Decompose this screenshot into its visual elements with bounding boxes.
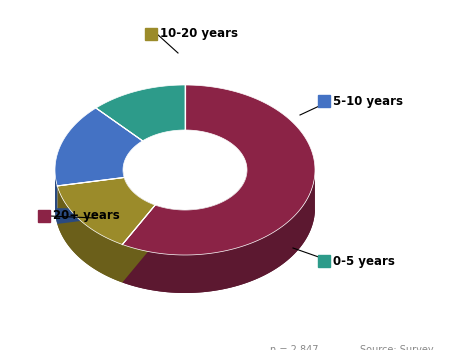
Polygon shape	[122, 172, 314, 293]
Polygon shape	[122, 85, 314, 255]
Bar	[38, 210, 50, 222]
Polygon shape	[57, 186, 122, 282]
Polygon shape	[55, 170, 57, 224]
Text: Source: Survey: Source: Survey	[359, 345, 433, 350]
Text: 20+ years: 20+ years	[53, 210, 119, 223]
Bar	[317, 95, 329, 107]
Bar	[145, 28, 157, 40]
Polygon shape	[155, 171, 246, 248]
Polygon shape	[55, 208, 124, 224]
Text: 10-20 years: 10-20 years	[160, 28, 237, 41]
Polygon shape	[55, 108, 142, 186]
Polygon shape	[96, 85, 185, 141]
Polygon shape	[124, 177, 155, 243]
Text: n = 2,847: n = 2,847	[269, 345, 318, 350]
Polygon shape	[57, 177, 155, 245]
Polygon shape	[123, 170, 124, 216]
Polygon shape	[122, 209, 314, 293]
Polygon shape	[57, 216, 155, 282]
Text: 0-5 years: 0-5 years	[332, 254, 394, 267]
Text: 5-10 years: 5-10 years	[332, 94, 402, 107]
Bar	[317, 255, 329, 267]
